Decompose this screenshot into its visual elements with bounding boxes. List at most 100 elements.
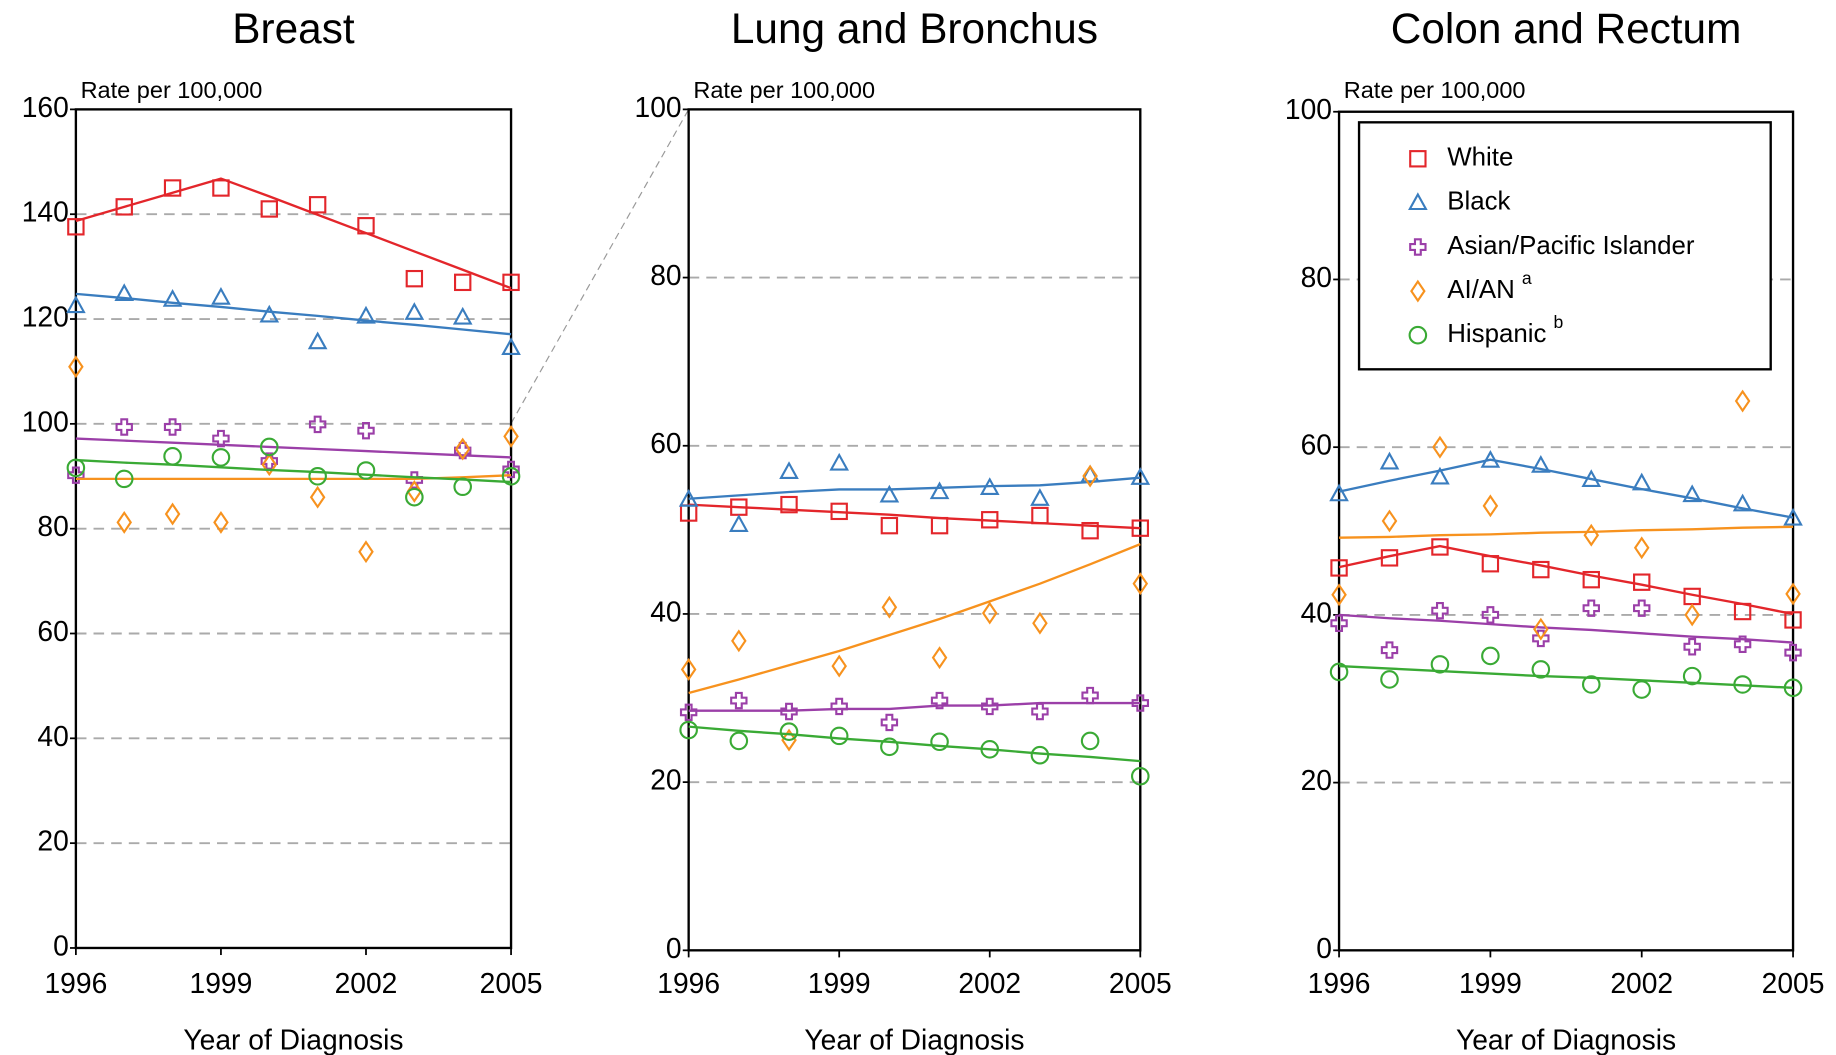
marker-diamond [1734,389,1751,413]
marker-diamond [213,510,229,534]
marker-circle [1408,325,1428,345]
legend-note: b [1553,312,1563,332]
marker-plus [1330,614,1348,632]
marker-circle [1783,678,1803,698]
marker-triangle [1682,484,1702,503]
marker-diamond [1082,464,1098,488]
marker-diamond [1331,583,1347,607]
trend-line [688,701,1141,712]
x-tick-label: 1999 [1459,967,1522,999]
marker-plus [163,418,182,436]
marker-diamond [1785,582,1801,606]
marker-square [1532,560,1550,579]
marker-square [1330,559,1348,577]
marker-square [981,511,999,529]
trend-line [75,177,512,290]
marker-diamond [309,485,326,509]
marker-plus [1784,643,1802,662]
marker-square [1431,538,1449,556]
plot-frame [687,108,1142,952]
plot-frame [1337,110,1795,952]
marker-circle [1430,655,1450,674]
marker-square [163,179,182,197]
trend-line [1338,458,1794,519]
marker-circle [1080,731,1100,751]
chart-title: Lung and Bronchus [731,5,1098,52]
marker-plus [1409,238,1427,256]
marker-triangle [779,461,799,480]
x-axis-label: Year of Diagnosis [183,1024,403,1055]
marker-square [67,218,85,236]
marker-diamond [931,646,948,670]
legend-label: Hispanic [1447,320,1546,348]
y-tick-label: 20 [1301,764,1332,796]
marker-plus [502,460,520,479]
x-tick-label: 1999 [808,967,871,999]
marker-square [1784,611,1802,629]
marker-circle [1481,646,1500,666]
legend-label: Black [1447,188,1510,216]
x-axis-label: Year of Diagnosis [804,1024,1024,1055]
marker-square [115,198,133,216]
trend-line [75,292,512,336]
marker-triangle [259,304,280,323]
marker-triangle [879,484,900,503]
marker-plus [679,703,698,722]
marker-diamond [1381,509,1398,533]
marker-diamond [1482,494,1499,518]
marker-triangle [1783,507,1803,526]
y-tick-label: 20 [37,825,68,857]
marker-triangle [211,286,231,305]
marker-plus [780,702,798,721]
trend-line [688,543,1141,695]
marker-triangle [929,481,950,500]
marker-circle [501,466,521,486]
marker-diamond [164,502,181,526]
y-tick-label: 140 [22,196,69,228]
marker-diamond [68,355,84,379]
x-tick-label: 1996 [44,967,107,999]
marker-triangle [1030,488,1050,506]
marker-circle [1682,666,1702,686]
marker-square [502,273,520,292]
marker-triangle [66,295,86,314]
marker-plus [981,697,999,716]
marker-plus [1131,694,1149,712]
marker-circle [308,466,327,486]
marker-diamond [358,540,374,564]
marker-square [1633,573,1651,591]
marker-diamond [1410,279,1426,303]
marker-plus [1733,635,1752,653]
marker-plus [880,713,899,732]
marker-square [1582,570,1600,589]
legend-label: White [1447,144,1513,172]
marker-triangle [501,337,521,356]
trend-line [1339,664,1794,690]
marker-triangle [1531,455,1551,473]
marker-diamond [454,437,471,461]
marker-circle [66,458,86,478]
marker-diamond [116,510,133,534]
marker-plus [1582,599,1600,617]
marker-plus [730,691,748,710]
marker-triangle [452,306,473,325]
marker-triangle [404,302,425,320]
x-tick-label: 2002 [958,967,1021,999]
marker-triangle [307,331,328,350]
chart-title: Colon and Rectum [1391,5,1742,52]
marker-triangle [356,305,376,324]
marker-square [880,516,899,535]
marker-triangle [162,289,183,307]
x-tick-label: 2002 [1610,967,1673,999]
marker-triangle [729,514,749,532]
marker-triangle [114,283,135,302]
marker-square [405,269,424,288]
trend-line [688,503,1141,530]
x-tick-label: 1999 [190,967,253,999]
marker-triangle [1430,466,1450,485]
marker-square [1031,506,1049,525]
marker-circle [1030,745,1050,765]
zoom-connector [510,109,690,424]
marker-triangle [1408,192,1428,211]
y-tick-label: 60 [650,427,681,459]
